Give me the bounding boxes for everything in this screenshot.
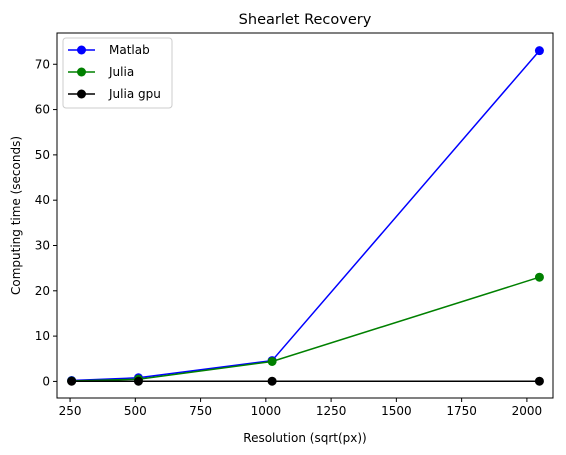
- legend-marker: [77, 67, 86, 77]
- data-point: [534, 376, 544, 386]
- plot-area: [56, 32, 554, 399]
- legend-marker: [77, 89, 86, 99]
- x-tick-label: 1000: [251, 404, 282, 418]
- data-point: [67, 376, 77, 386]
- legend-label: Julia: [108, 65, 134, 79]
- data-point: [534, 272, 544, 282]
- series-line: [71, 276, 540, 382]
- y-tick-label: 50: [35, 148, 50, 162]
- legend-label: Matlab: [109, 43, 150, 57]
- legend-label: Julia gpu: [108, 87, 161, 101]
- series-layer: [67, 46, 544, 386]
- y-axis-label: Computing time (seconds): [9, 136, 23, 295]
- y-tick-label: 40: [35, 193, 50, 207]
- data-point: [534, 46, 544, 56]
- x-axis: 250 500 750 1000 1250 1500 1750 2000: [59, 398, 543, 418]
- legend-box: [62, 37, 173, 109]
- y-tick-label: 20: [35, 284, 50, 298]
- y-tick-label: 0: [42, 374, 50, 388]
- data-point: [267, 376, 277, 386]
- legend: Matlab Julia Julia gpu: [62, 37, 173, 109]
- series-line: [71, 50, 540, 382]
- data-point: [133, 376, 143, 386]
- y-axis: 0 10 20 30 40 50 60 70: [35, 57, 57, 388]
- x-axis-label: Resolution (sqrt(px)): [243, 431, 366, 445]
- x-tick-label: 1500: [381, 404, 412, 418]
- y-tick-label: 30: [35, 238, 50, 252]
- legend-marker: [77, 45, 86, 55]
- chart-title: Shearlet Recovery: [239, 12, 372, 28]
- y-tick-label: 10: [35, 329, 50, 343]
- data-point: [267, 356, 277, 366]
- x-tick-label: 500: [124, 404, 147, 418]
- x-tick-label: 250: [59, 404, 82, 418]
- x-tick-label: 1750: [446, 404, 477, 418]
- y-tick-label: 60: [35, 103, 50, 117]
- y-tick-label: 70: [35, 57, 50, 71]
- x-tick-label: 750: [189, 404, 212, 418]
- x-tick-label: 2000: [512, 404, 543, 418]
- x-tick-label: 1250: [316, 404, 347, 418]
